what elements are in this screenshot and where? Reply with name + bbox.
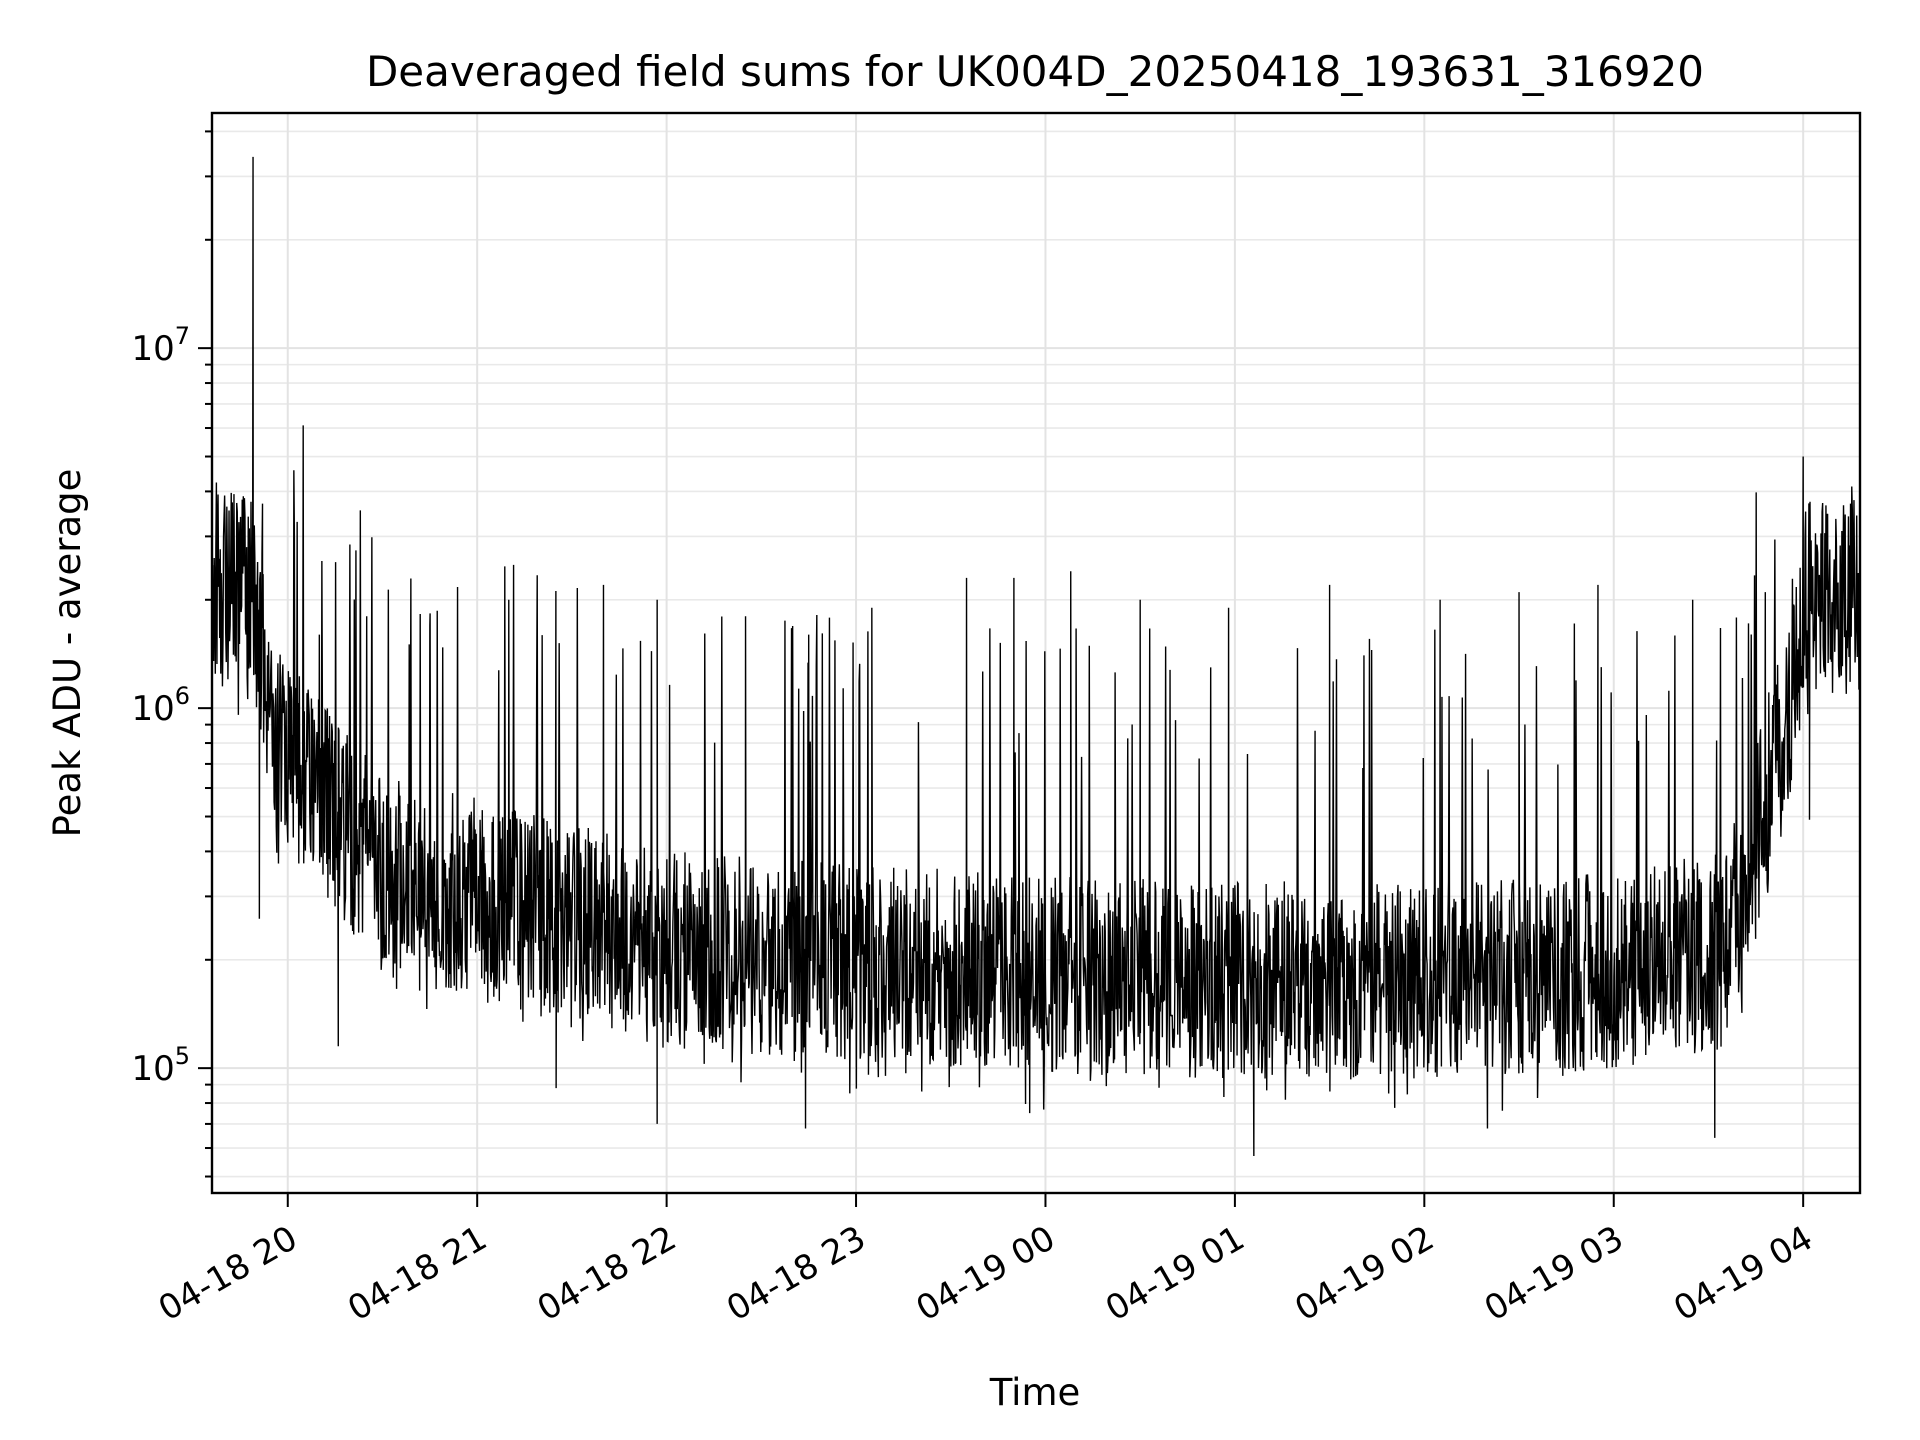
- x-tick-label: 04-18 23: [720, 1218, 872, 1329]
- x-tick-label: 04-19 04: [1667, 1218, 1819, 1329]
- axis-ticks: 105 106 107 04-18 20 04-18 21 04-18 22 04-18 2…: [131, 130, 1820, 1329]
- y-tick-label: 105: [131, 1042, 190, 1089]
- x-tick-label: 04-18 21: [341, 1218, 493, 1329]
- y-tick-label: 106: [131, 682, 190, 729]
- x-tick-label: 04-19 03: [1478, 1218, 1630, 1329]
- x-tick-label: 04-18 22: [531, 1218, 683, 1329]
- grid-lines: [212, 113, 1860, 1193]
- y-tick-label: 107: [131, 322, 190, 369]
- series-layer: [211, 156, 1861, 1157]
- x-axis-label: Time: [989, 1371, 1081, 1414]
- x-tick-label: 04-19 01: [1099, 1218, 1251, 1329]
- chart-title: Deaveraged field sums for UK004D_2025041…: [366, 47, 1704, 96]
- x-tick-label: 04-18 20: [152, 1218, 304, 1329]
- series-line: [211, 156, 1861, 1157]
- y-axis-label: Peak ADU - average: [46, 469, 89, 838]
- x-tick-label: 04-19 00: [910, 1218, 1062, 1329]
- x-tick-label: 04-19 02: [1288, 1218, 1440, 1329]
- plot-frame: [210, 111, 1862, 1195]
